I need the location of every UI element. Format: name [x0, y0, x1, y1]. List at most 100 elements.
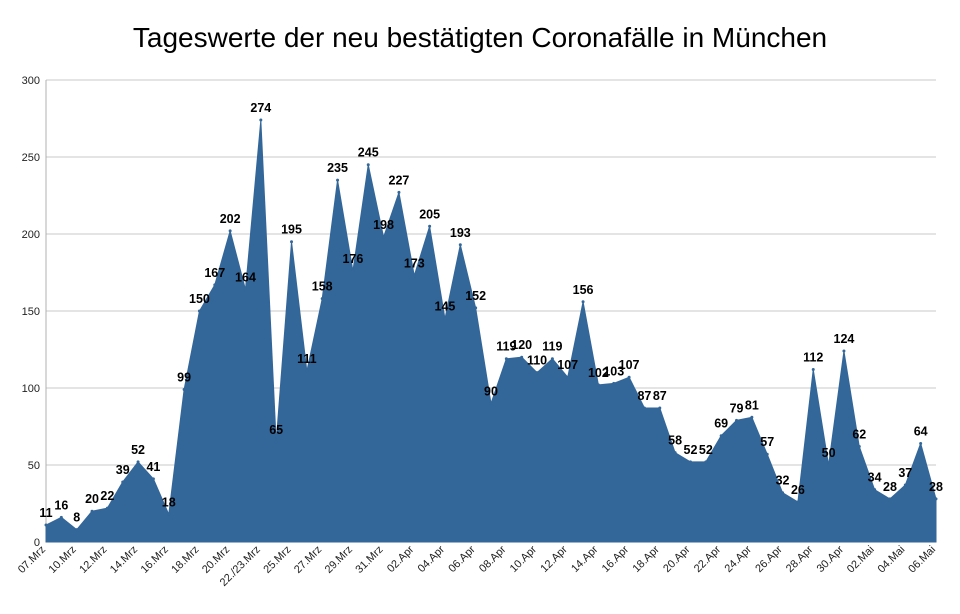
x-tick-label: 30.Apr: [815, 543, 847, 575]
data-point: [673, 451, 677, 455]
x-tick-label: 07.Mrz: [16, 544, 48, 576]
data-point: [688, 460, 692, 464]
y-tick-label: 250: [22, 152, 40, 164]
data-label: 173: [404, 257, 425, 271]
data-label: 81: [745, 398, 759, 412]
data-label: 52: [131, 443, 145, 457]
x-tick-label: 02.Mai: [845, 544, 877, 576]
x-tick-label: 12.Mrz: [77, 544, 109, 576]
data-label: 110: [527, 354, 547, 368]
data-label: 64: [914, 424, 928, 438]
data-point: [750, 415, 754, 419]
data-label: 107: [557, 358, 578, 372]
data-label: 90: [484, 384, 498, 398]
data-label: 107: [619, 358, 640, 372]
data-point: [857, 445, 861, 449]
data-point: [121, 480, 125, 484]
data-point: [735, 418, 739, 422]
data-point: [197, 309, 201, 313]
x-tick-label: 06.Apr: [446, 543, 478, 575]
data-label: 99: [177, 371, 191, 385]
data-point: [581, 300, 585, 304]
x-tick-label: 18.Mrz: [169, 544, 201, 576]
area-series: [45, 119, 937, 543]
data-label: 245: [358, 146, 379, 160]
data-point: [290, 240, 294, 244]
data-label: 16: [54, 498, 68, 512]
data-point: [259, 118, 263, 122]
y-tick-label: 0: [34, 537, 40, 549]
data-label: 26: [791, 483, 805, 497]
data-label: 20: [85, 492, 99, 506]
data-label: 124: [834, 332, 855, 346]
data-point: [151, 477, 155, 481]
data-label: 167: [204, 266, 225, 280]
data-label: 65: [269, 423, 283, 437]
data-point: [44, 523, 48, 527]
data-label: 79: [730, 401, 744, 415]
x-tick-label: 20.Apr: [661, 543, 693, 575]
data-label: 32: [776, 474, 790, 488]
data-label: 41: [146, 460, 160, 474]
data-label: 57: [760, 435, 774, 449]
data-label: 112: [803, 351, 823, 365]
data-label: 22: [100, 489, 114, 503]
data-point: [59, 515, 63, 519]
data-label: 202: [220, 212, 241, 226]
x-tick-label: 24.Apr: [723, 543, 755, 575]
data-label: 111: [297, 352, 317, 366]
data-label: 195: [281, 223, 302, 237]
data-label: 119: [496, 340, 516, 354]
x-tick-label: 28.Apr: [784, 543, 816, 575]
chart-title: Tageswerte der neu bestätigten Coronafäl…: [132, 22, 828, 53]
data-label: 50: [822, 446, 836, 460]
data-label: 120: [511, 338, 532, 352]
y-tick-label: 50: [28, 460, 40, 472]
data-label: 52: [684, 443, 698, 457]
data-label: 158: [312, 280, 333, 294]
data-label: 39: [116, 463, 130, 477]
y-tick-label: 150: [22, 306, 40, 318]
x-tick-label: 22.Apr: [692, 543, 724, 575]
x-tick-label: 16.Apr: [600, 543, 632, 575]
data-label: 103: [603, 364, 624, 378]
data-point: [366, 163, 370, 167]
data-label: 205: [419, 207, 440, 221]
data-label: 62: [852, 428, 866, 442]
data-label: 150: [189, 292, 210, 306]
x-tick-label: 04.Apr: [416, 543, 448, 575]
data-point: [811, 368, 815, 372]
data-label: 18: [162, 495, 176, 509]
data-point: [136, 460, 140, 464]
data-label: 28: [883, 480, 897, 494]
y-tick-label: 200: [22, 229, 40, 241]
data-point: [612, 381, 616, 385]
data-point: [428, 224, 432, 228]
data-point: [458, 243, 462, 247]
data-point: [336, 178, 340, 182]
x-tick-label: 26.Apr: [753, 543, 785, 575]
data-point: [566, 375, 570, 379]
data-point: [658, 406, 662, 410]
data-label: 11: [39, 506, 52, 520]
data-point: [642, 406, 646, 410]
data-point: [320, 297, 324, 301]
data-label: 87: [637, 389, 651, 403]
data-label: 152: [465, 289, 486, 303]
data-point: [550, 357, 554, 361]
x-tick-label: 16.Mrz: [139, 544, 171, 576]
y-tick-label: 300: [22, 75, 40, 87]
data-point: [397, 190, 401, 194]
data-point: [704, 460, 708, 464]
x-tick-label: 18.Apr: [631, 543, 663, 575]
x-tick-label: 06.Mai: [906, 544, 938, 576]
data-point: [228, 229, 232, 233]
data-point: [888, 497, 892, 501]
data-point: [781, 491, 785, 495]
data-point: [596, 383, 600, 387]
data-point: [243, 287, 247, 291]
data-point: [351, 269, 355, 273]
data-point: [90, 509, 94, 513]
data-point: [489, 401, 493, 405]
